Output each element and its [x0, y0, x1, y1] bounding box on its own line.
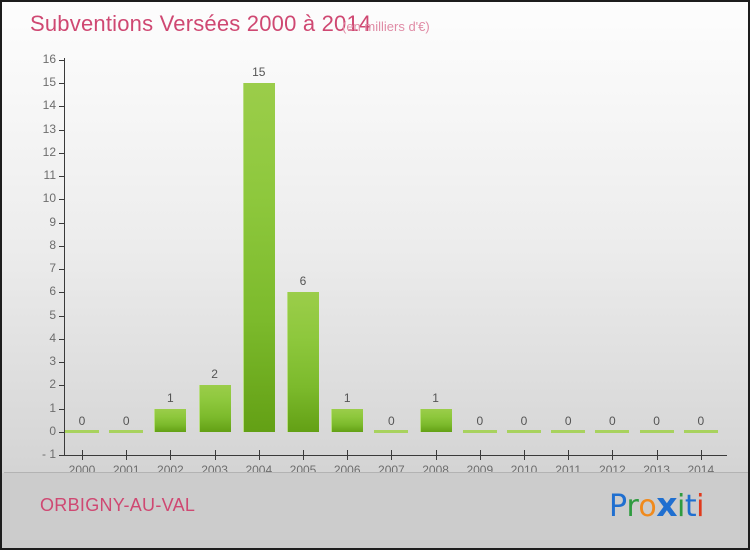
y-tick-mark [59, 385, 65, 387]
x-tick-mark [479, 450, 481, 460]
bar[interactable] [287, 292, 319, 432]
y-axis-label: 12 [42, 144, 56, 159]
bar[interactable] [683, 429, 718, 433]
y-tick-mark [59, 245, 65, 247]
bar-value-label: 0 [609, 413, 616, 428]
bar-value-label: 0 [122, 413, 130, 428]
x-tick-mark [258, 450, 260, 460]
bar[interactable] [595, 429, 630, 433]
y-axis-label: 16 [42, 52, 56, 66]
logo-letter: t [684, 489, 697, 524]
bar[interactable] [331, 408, 364, 432]
bar[interactable] [462, 429, 497, 433]
bar[interactable] [242, 83, 275, 432]
y-axis-label: 13 [42, 121, 56, 136]
bar-value-label: 2 [211, 367, 218, 382]
x-tick-mark [126, 450, 128, 460]
bar-value-label: 0 [564, 413, 572, 428]
y-tick-mark [59, 199, 65, 201]
y-tick-mark [59, 129, 65, 131]
y-tick-mark [59, 176, 65, 178]
bar-value-label: 1 [432, 390, 439, 405]
bar[interactable] [109, 429, 144, 433]
bar[interactable] [551, 429, 586, 433]
bar[interactable] [198, 385, 231, 432]
y-tick-mark [59, 315, 65, 317]
y-tick-mark [59, 455, 65, 456]
x-tick-mark [303, 450, 304, 460]
x-tick-mark [170, 450, 172, 460]
bar-value-label: 0 [388, 413, 395, 428]
y-axis-label: - 1 [41, 447, 56, 461]
y-axis-label: 7 [49, 261, 56, 276]
y-tick-mark [59, 106, 65, 108]
y-axis-label: 5 [49, 307, 56, 322]
x-tick-mark [214, 450, 216, 460]
chart-footer: ORBIGNY-AU-VAL Proxiti [2, 473, 748, 548]
x-axis-line [64, 455, 727, 456]
y-axis-label: 3 [49, 354, 56, 369]
logo-letter: i [677, 489, 685, 524]
x-tick-mark [347, 450, 349, 460]
proxiti-logo[interactable]: Proxiti [608, 485, 705, 524]
y-axis-label: 14 [42, 98, 56, 113]
x-tick-mark [524, 450, 525, 460]
y-tick-mark [59, 83, 65, 85]
bar-value-label: 0 [653, 413, 660, 428]
bar[interactable] [154, 408, 187, 432]
y-tick-mark [59, 431, 65, 433]
y-axis-label: 10 [42, 191, 56, 206]
y-axis-label: 2 [49, 377, 56, 392]
y-tick-mark [59, 269, 65, 271]
y-tick-mark [59, 408, 65, 410]
y-axis-label: 15 [42, 75, 56, 90]
y-tick-mark [59, 60, 65, 61]
y-axis-label: 6 [49, 284, 56, 299]
y-tick-mark [59, 362, 65, 364]
logo-letter: o [638, 489, 657, 524]
bar-value-label: 1 [167, 390, 174, 405]
y-axis-label: 9 [49, 214, 56, 229]
y-tick-mark [59, 338, 65, 340]
logo-letter: i [696, 489, 704, 524]
y-tick-mark [59, 292, 65, 294]
footer-divider [4, 472, 748, 473]
bar-value-label: 15 [252, 65, 266, 80]
chart-header: Subventions Versées 2000 à 2014 (en mill… [2, 2, 748, 46]
bar[interactable] [65, 429, 99, 433]
x-tick-mark [700, 450, 702, 460]
y-axis-label: 0 [49, 423, 56, 438]
bar[interactable] [639, 429, 674, 433]
page-title: Subventions Versées 2000 à 2014 [30, 11, 372, 36]
bar-value-label: 0 [520, 413, 528, 428]
chart-subtitle: (en milliers d'€) [342, 19, 430, 34]
bar[interactable] [374, 429, 409, 433]
y-axis-label: 4 [49, 330, 56, 345]
chart-plot-area: 16 15 14 13 12 11 10 9 8 7 6 5 4 3 2 1 0- 1 2000 2001 2002… [2, 46, 748, 477]
y-axis-label: 1 [49, 400, 56, 415]
y-axis-line [64, 58, 65, 456]
x-tick-mark [435, 450, 437, 460]
x-tick-mark [656, 450, 658, 460]
x-tick-mark [391, 450, 393, 460]
y-tick-mark [59, 222, 65, 224]
bar-value-label: 0 [78, 413, 86, 428]
logo-letter: x [656, 485, 678, 524]
x-tick-mark [612, 450, 614, 460]
y-tick-mark [59, 152, 65, 154]
y-axis-label: 8 [49, 237, 56, 252]
x-tick-mark [568, 450, 570, 460]
bar[interactable] [419, 408, 452, 432]
bar-value-label: 0 [697, 413, 705, 428]
bar-value-label: 1 [343, 390, 351, 405]
x-tick-mark [82, 450, 83, 460]
bar-value-label: 0 [476, 413, 484, 428]
logo-letter: P [608, 489, 627, 524]
bar[interactable] [507, 429, 541, 433]
y-axis-label: 11 [43, 168, 56, 183]
logo-letter: r [626, 489, 639, 524]
bar-value-label: 6 [299, 274, 307, 289]
commune-name: ORBIGNY-AU-VAL [40, 495, 196, 515]
